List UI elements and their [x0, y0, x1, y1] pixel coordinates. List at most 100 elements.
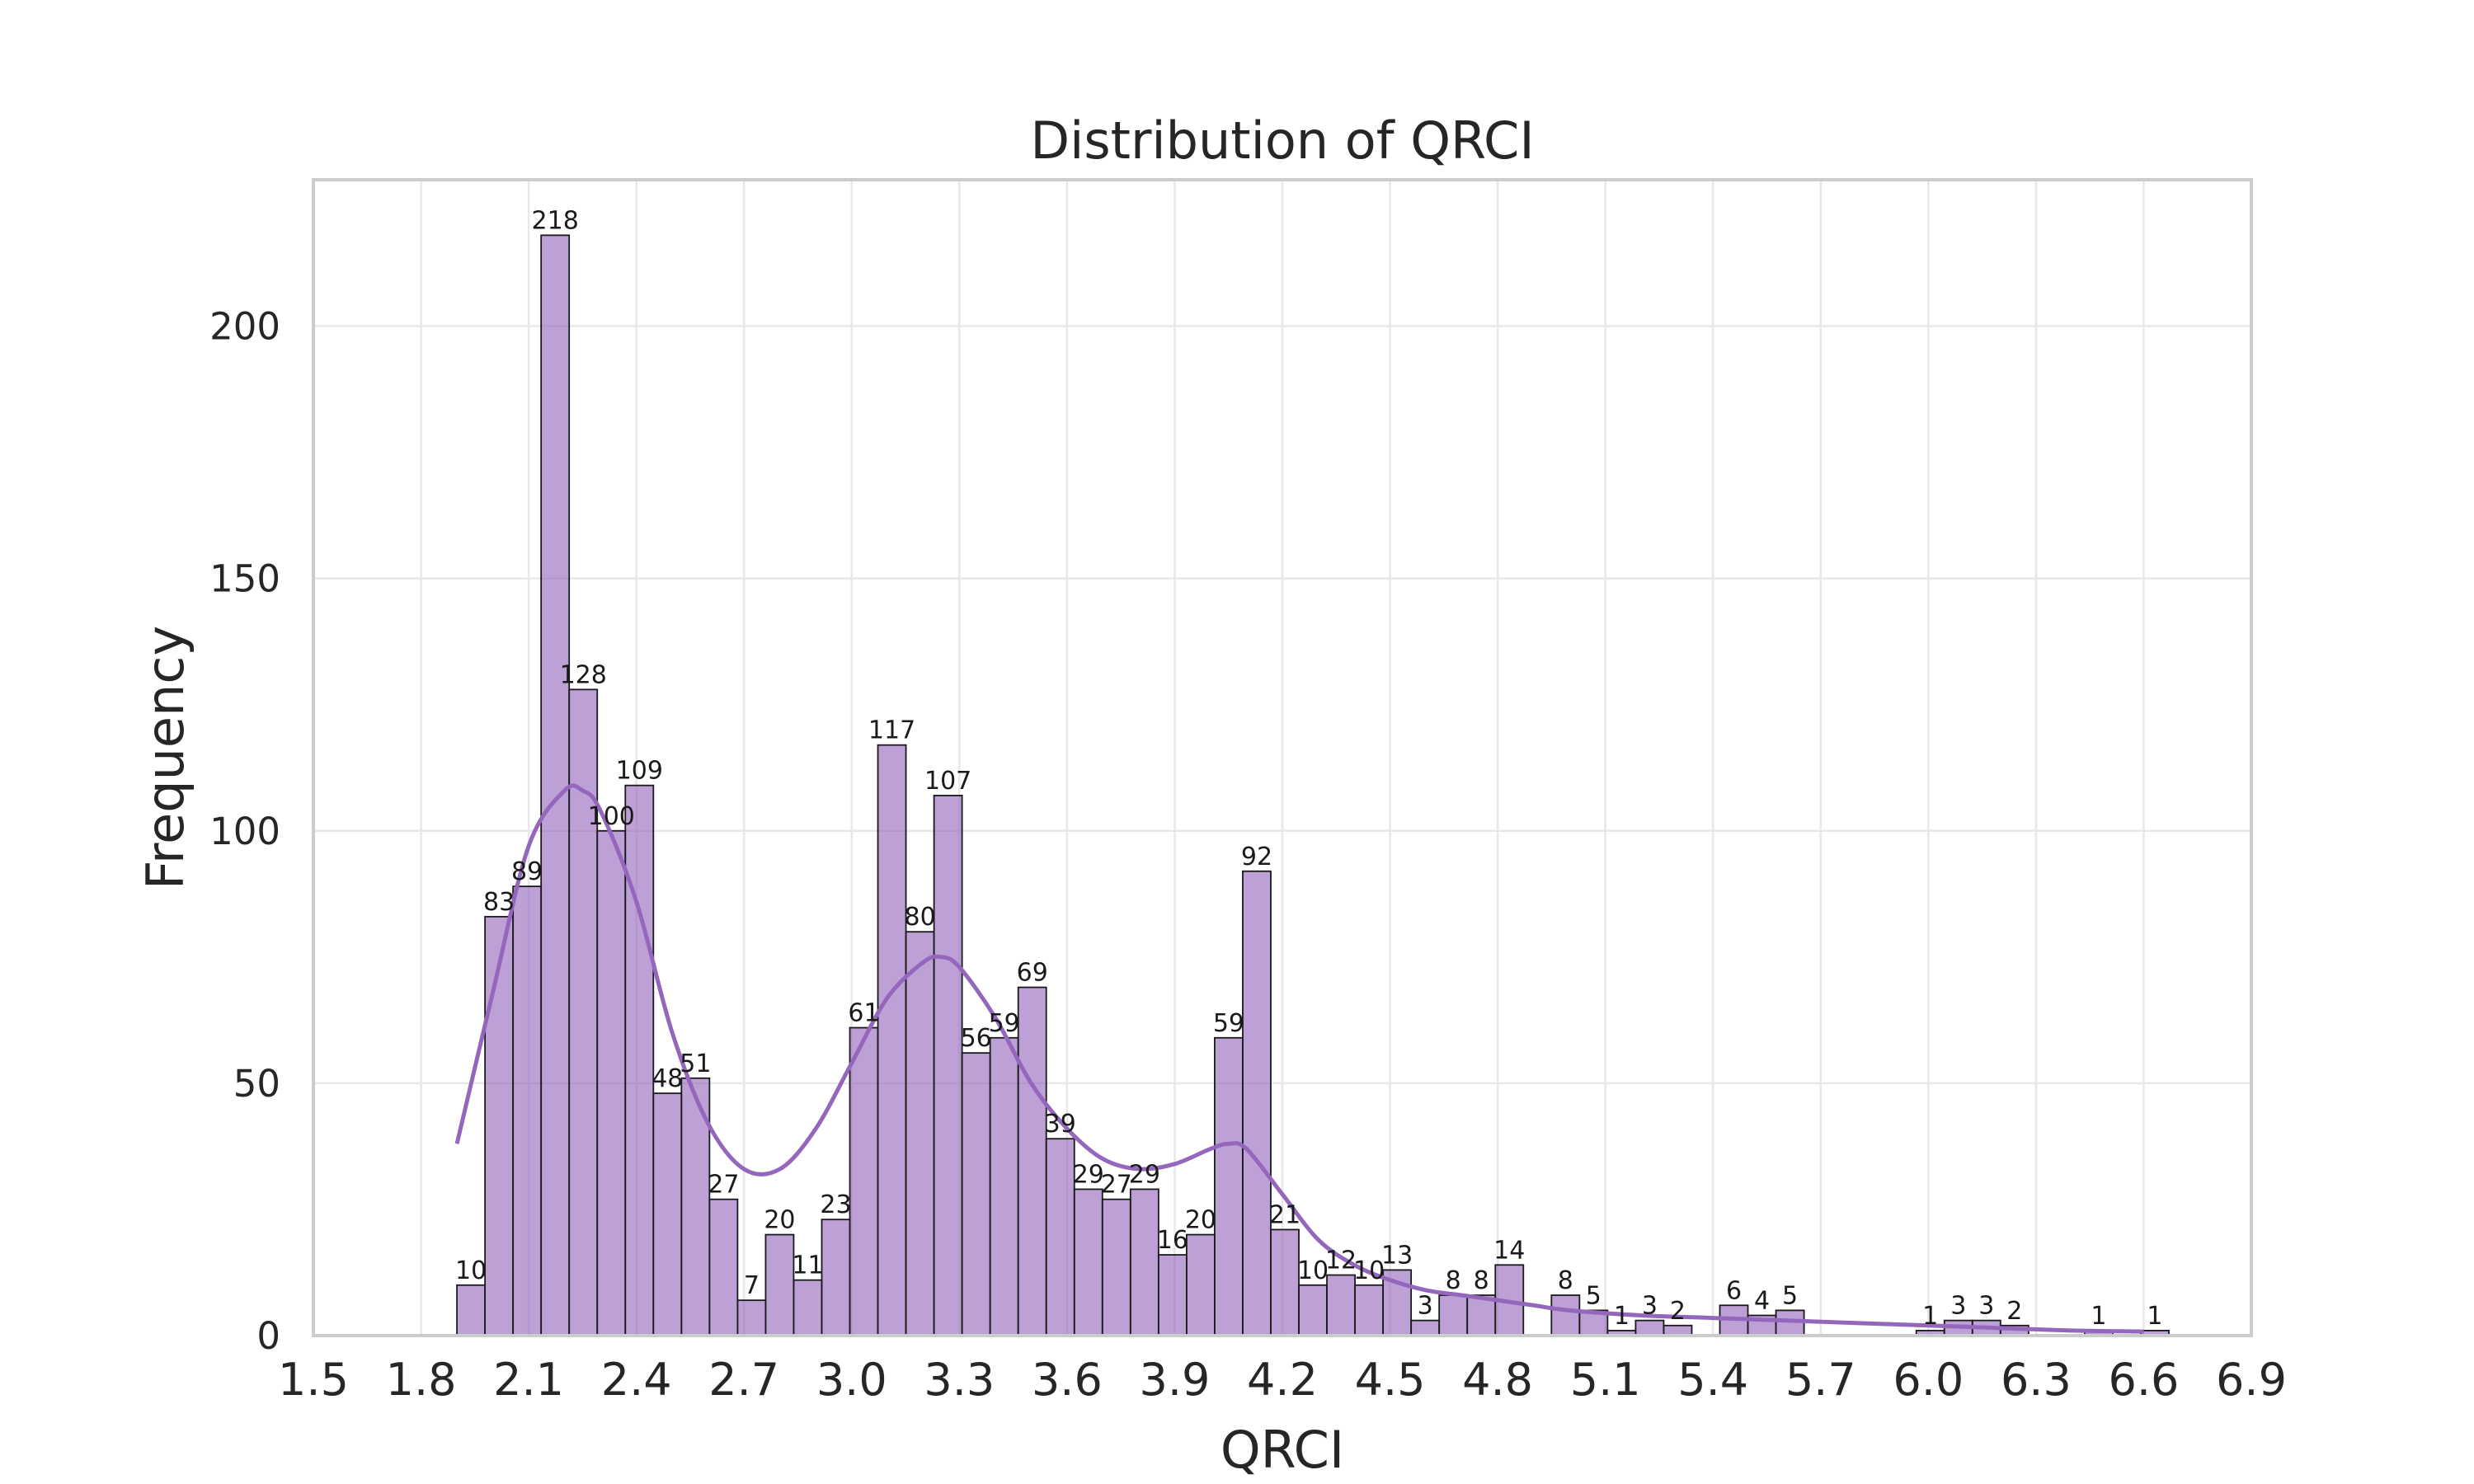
bar-value-label: 1	[2147, 1302, 2162, 1331]
x-tick-label: 4.8	[1462, 1354, 1533, 1406]
bar-layer	[456, 234, 2170, 1336]
histogram-bar	[961, 1052, 991, 1336]
histogram-bar	[764, 1233, 795, 1336]
bar-value-label: 5	[1782, 1281, 1798, 1310]
bar-value-label: 12	[1325, 1247, 1357, 1275]
bar-value-label: 69	[1017, 959, 1048, 988]
histogram-bar	[877, 744, 907, 1336]
bar-value-label: 27	[708, 1171, 739, 1200]
chart-title: Distribution of QRCI	[1030, 110, 1534, 171]
bar-value-label: 20	[764, 1206, 795, 1235]
bar-value-label: 83	[483, 888, 515, 917]
bar-value-label: 7	[744, 1271, 760, 1300]
histogram-bar	[1270, 1228, 1300, 1336]
x-tick-label: 4.5	[1355, 1354, 1426, 1406]
bar-value-label: 59	[1213, 1009, 1244, 1038]
x-tick-labels: 1.5 1.8 2.1 2.4 2.7 3.0 3.3 3.6 3.9 4.2 4.5 4.8 5.1 5…	[278, 1354, 2287, 1406]
bar-value-label: 92	[1241, 843, 1272, 871]
x-tick-label: 5.4	[1677, 1354, 1748, 1406]
bar-value-label: 100	[588, 802, 635, 831]
bar-value-label: 8	[1446, 1266, 1461, 1295]
bar-value-label: 218	[532, 206, 579, 235]
bar-value-label: 29	[1129, 1160, 1160, 1189]
plot-frame	[312, 178, 2253, 1337]
bar-value-label: 21	[1269, 1200, 1300, 1229]
x-axis-label: QRCI	[1221, 1420, 1344, 1480]
histogram-bar	[624, 784, 655, 1336]
bar-value-label: 6	[1726, 1276, 1742, 1305]
bar-value-label: 8	[1558, 1266, 1573, 1295]
histogram-bar	[1101, 1198, 1131, 1336]
bar-value-label: 10	[1297, 1256, 1329, 1285]
histogram-bar	[1326, 1274, 1356, 1336]
bar-value-label: 2	[1670, 1297, 1686, 1326]
bar-value-label: 80	[904, 903, 935, 932]
x-tick-label: 2.1	[493, 1354, 564, 1406]
histogram-bar	[540, 234, 571, 1336]
x-tick-label: 4.2	[1247, 1354, 1318, 1406]
histogram-bar	[989, 1036, 1019, 1336]
histogram-bar	[1438, 1294, 1469, 1336]
histogram-bar	[1045, 1138, 1075, 1336]
x-tick-label: 1.8	[386, 1354, 457, 1406]
histogram-bar	[484, 915, 515, 1336]
y-tick-label: 150	[209, 557, 280, 601]
bar-value-label: 5	[1586, 1281, 1602, 1310]
bar-value-label: 56	[961, 1024, 992, 1053]
bar-value-label: 3	[1642, 1292, 1658, 1321]
bar-value-label: 3	[1418, 1292, 1433, 1321]
x-tick-label: 5.1	[1570, 1354, 1641, 1406]
x-tick-label: 6.0	[1893, 1354, 1964, 1406]
bar-value-label: 39	[1045, 1110, 1076, 1139]
histogram-bar	[933, 795, 963, 1336]
x-tick-label: 3.6	[1032, 1354, 1103, 1406]
bar-value-label: 4	[1754, 1287, 1770, 1316]
bar-value-label: 10	[1353, 1256, 1385, 1285]
bar-value-label: 11	[792, 1252, 823, 1280]
bar-value-label: 3	[1950, 1292, 1966, 1321]
y-axis-label: Frequency	[135, 626, 195, 890]
bar-value-label: 1	[2091, 1302, 2106, 1331]
histogram-bar	[652, 1092, 683, 1336]
bar-value-label: 128	[560, 660, 607, 689]
histogram-bar	[849, 1026, 879, 1336]
x-tick-label: 1.5	[278, 1354, 349, 1406]
histogram-bar	[1157, 1254, 1188, 1336]
x-tick-label: 5.7	[1785, 1354, 1856, 1406]
histogram-bar	[1129, 1188, 1159, 1336]
x-tick-label: 3.0	[816, 1354, 887, 1406]
y-tick-label: 200	[209, 305, 280, 349]
bar-value-label: 13	[1381, 1241, 1413, 1270]
histogram-bar	[596, 829, 627, 1336]
bar-value-label: 29	[1073, 1160, 1104, 1189]
bar-value-label: 117	[868, 716, 915, 745]
x-tick-label: 6.3	[2001, 1354, 2072, 1406]
bar-value-label: 20	[1185, 1206, 1216, 1235]
y-tick-label: 0	[256, 1314, 280, 1358]
histogram-bar	[1242, 870, 1272, 1336]
x-tick-label: 2.7	[708, 1354, 779, 1406]
x-tick-label: 2.4	[601, 1354, 672, 1406]
bar-value-label: 89	[511, 857, 543, 886]
histogram-bar	[1550, 1294, 1581, 1336]
histogram-bar	[512, 885, 543, 1336]
x-tick-label: 3.3	[924, 1354, 995, 1406]
bar-value-label: 61	[848, 999, 879, 1028]
bar-value-label: 2	[2006, 1297, 2022, 1326]
kde-layer	[454, 783, 2144, 1334]
bar-value-label: 3	[1978, 1292, 1994, 1321]
histogram-bar	[1214, 1036, 1244, 1336]
bar-value-label: 8	[1474, 1266, 1489, 1295]
histogram-bar	[456, 1284, 487, 1336]
x-tick-label: 6.6	[2108, 1354, 2179, 1406]
x-tick-label: 3.9	[1139, 1354, 1210, 1406]
bar-value-label: 109	[616, 757, 663, 786]
bar-value-label: 10	[455, 1256, 487, 1285]
histogram-bar	[821, 1219, 851, 1336]
histogram-bar	[1298, 1284, 1328, 1336]
bar-value-label: 14	[1493, 1236, 1525, 1265]
histogram-bar	[1073, 1188, 1103, 1336]
bar-value-label: 59	[989, 1009, 1020, 1038]
histogram-bar	[1410, 1319, 1441, 1336]
